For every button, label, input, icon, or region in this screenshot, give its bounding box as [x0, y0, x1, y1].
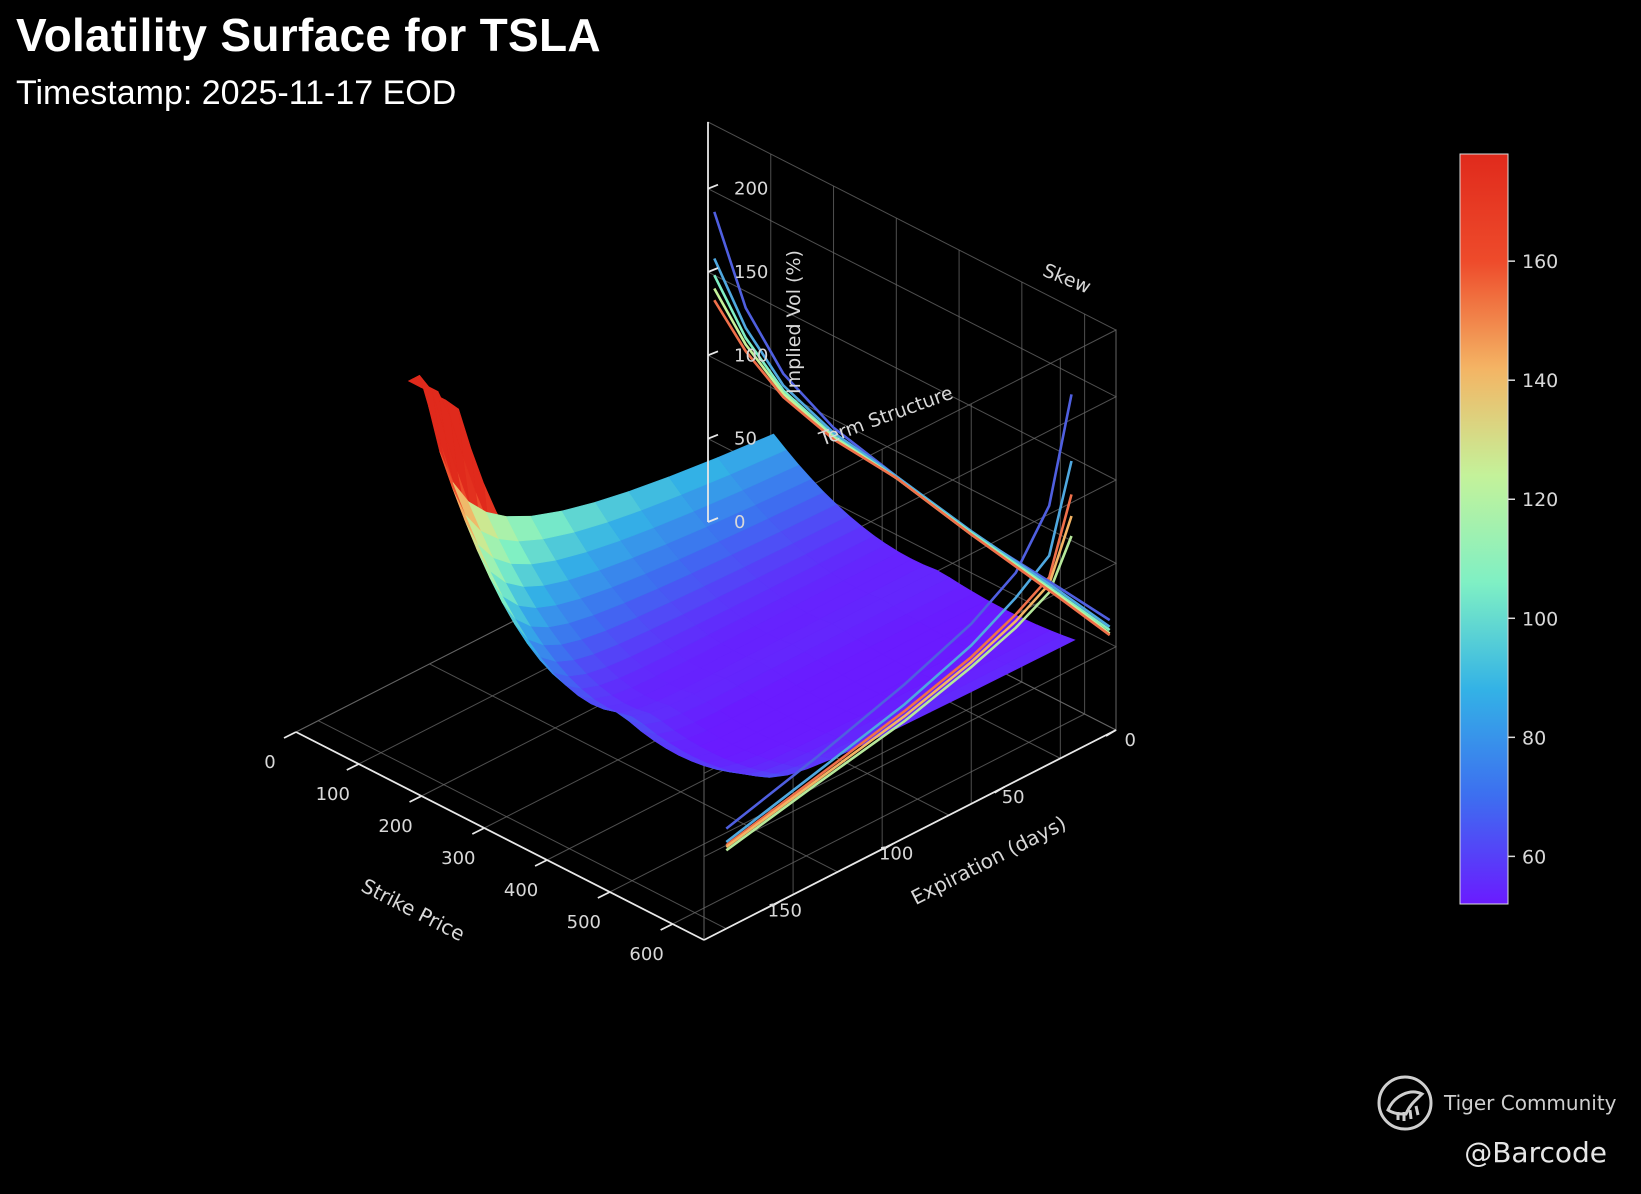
colorbar-tick-label: 140	[1522, 370, 1558, 392]
page-title: Volatility Surface for TSLA	[16, 9, 601, 61]
vol-tick-label: 150	[734, 262, 768, 283]
strike-tick	[409, 795, 422, 803]
strike-axis-line	[295, 731, 705, 941]
colorbar: 60 80 100 120 140 160	[1459, 153, 1558, 905]
strike-tick-label: 300	[441, 848, 475, 869]
expiration-tick-label: 0	[1125, 730, 1136, 751]
skew-skew-2	[713, 257, 1111, 628]
skew-skew-1	[713, 211, 1111, 622]
colorbar-gradient	[1459, 153, 1509, 905]
grid-line	[672, 713, 1085, 925]
expiration-tick-label: 100	[879, 844, 913, 865]
wall-label-skew: Skew	[1040, 259, 1094, 298]
grid-line	[429, 663, 838, 873]
vol-tick	[707, 517, 719, 523]
grid-line	[318, 720, 727, 930]
strike-tick	[660, 923, 674, 931]
vol-tick	[707, 267, 719, 273]
expiration-tick	[994, 785, 1006, 794]
strike-tick	[471, 827, 485, 835]
vol-tick-label: 100	[734, 345, 768, 366]
vol-axis-label: Implied Vol (%)	[783, 250, 805, 394]
expiration-tick	[882, 842, 894, 851]
strike-tick-label: 0	[264, 752, 275, 773]
strike-axis-label: Strike Price	[358, 874, 469, 947]
strike-tick	[346, 763, 360, 771]
vol-tick-label: 0	[734, 512, 745, 533]
expiration-tick-label: 150	[768, 900, 802, 921]
vol-tick	[707, 433, 719, 440]
term-structure-term-3	[725, 494, 1073, 847]
colorbar-tick-label: 100	[1522, 608, 1558, 630]
wall-label-term-structure: Term Structure	[816, 382, 956, 451]
expiration-tick-label: 50	[1002, 787, 1025, 808]
colorbar-tick-label: 60	[1522, 846, 1546, 868]
vol-tick-label: 50	[734, 429, 757, 450]
vol-tick	[707, 183, 719, 190]
surface-patch	[717, 433, 787, 475]
strike-tick	[534, 859, 548, 867]
colorbar-tick-label: 120	[1522, 489, 1558, 511]
strike-tick-label: 200	[378, 816, 412, 837]
expiration-tick	[771, 899, 783, 908]
strike-tick	[283, 731, 297, 739]
colorbar-tick-label: 160	[1522, 251, 1558, 273]
vol-surface	[407, 374, 1076, 778]
page-subtitle: Timestamp: 2025-11-17 EOD	[16, 74, 457, 112]
strike-tick-label: 600	[629, 944, 663, 965]
vol-tick	[707, 350, 719, 357]
brand-logo: Tiger Community	[1376, 1074, 1617, 1132]
strike-tick	[597, 891, 611, 899]
colorbar-tick-label: 80	[1522, 727, 1546, 749]
author-handle: @Barcode	[1464, 1136, 1607, 1169]
strike-tick-label: 500	[567, 912, 601, 933]
expiration-tick	[1105, 729, 1117, 737]
expiration-axis-label: Expiration (days)	[907, 811, 1070, 910]
grid-line	[703, 438, 1118, 858]
strike-tick-label: 400	[504, 880, 538, 901]
brand-name: Tiger Community	[1444, 1091, 1617, 1115]
term-structure-term-2	[725, 460, 1073, 844]
term-structure-term-5	[725, 535, 1073, 852]
tiger-logo-icon	[1377, 1075, 1433, 1131]
strike-tick-label: 100	[316, 784, 350, 805]
term-structure-term-1	[725, 394, 1073, 830]
grid-line	[609, 681, 1023, 893]
skew-skew-5	[713, 299, 1111, 637]
vol-tick-label: 200	[734, 179, 768, 200]
